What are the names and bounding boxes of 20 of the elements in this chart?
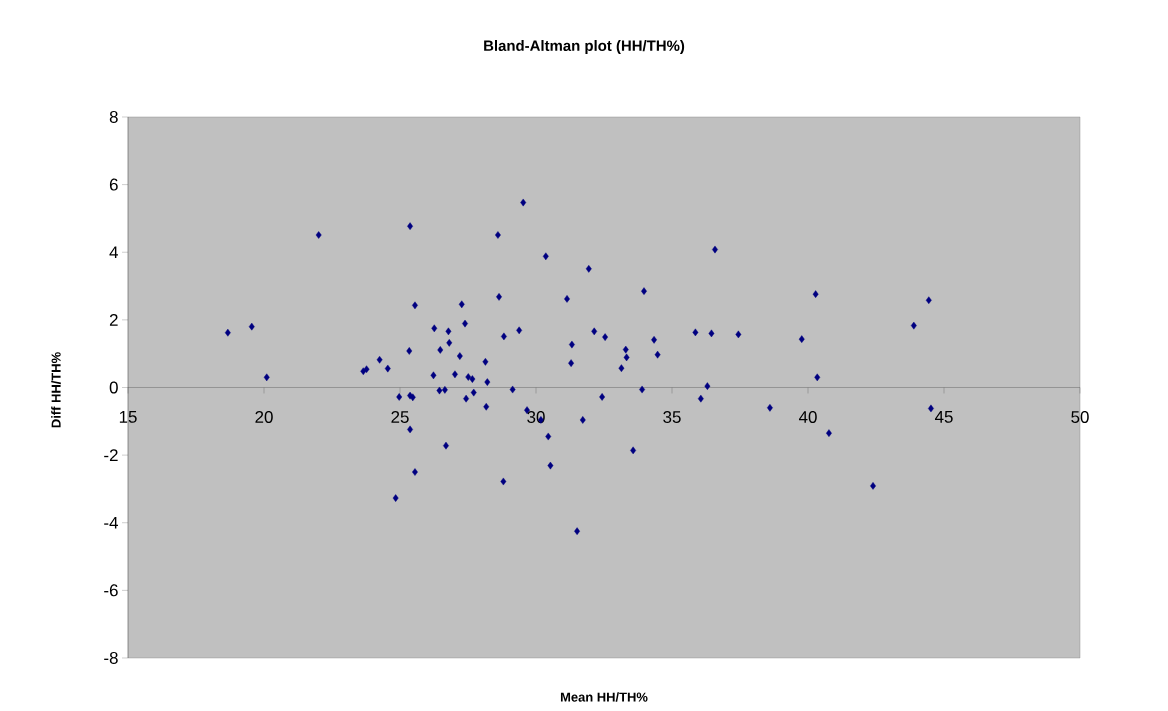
y-tick-label: 4	[109, 246, 118, 259]
chart-title: Bland-Altman plot (HH/TH%)	[484, 40, 685, 54]
y-tick-label: 6	[109, 178, 118, 191]
y-axis-title: Diff HH/TH%	[51, 352, 61, 428]
x-tick-label: 40	[798, 411, 817, 424]
x-tick-label: 20	[255, 411, 273, 424]
y-tick-label: 0	[109, 381, 118, 394]
y-tick-label: 2	[109, 313, 118, 326]
y-tick-label: -4	[104, 516, 118, 529]
y-tick-label: -2	[104, 449, 118, 462]
x-tick-label: 30	[527, 411, 545, 424]
y-tick-label: -6	[104, 584, 118, 597]
x-axis-title: Mean HH/TH%	[560, 692, 648, 702]
x-tick-label: 45	[934, 411, 953, 423]
x-tick-label: 15	[119, 411, 137, 423]
x-tick-label: 25	[391, 411, 409, 424]
y-tick-label: -8	[104, 651, 118, 664]
x-tick-label: 35	[663, 411, 681, 424]
y-tick-label: 8	[109, 110, 118, 123]
x-tick-label: 50	[1071, 411, 1089, 424]
